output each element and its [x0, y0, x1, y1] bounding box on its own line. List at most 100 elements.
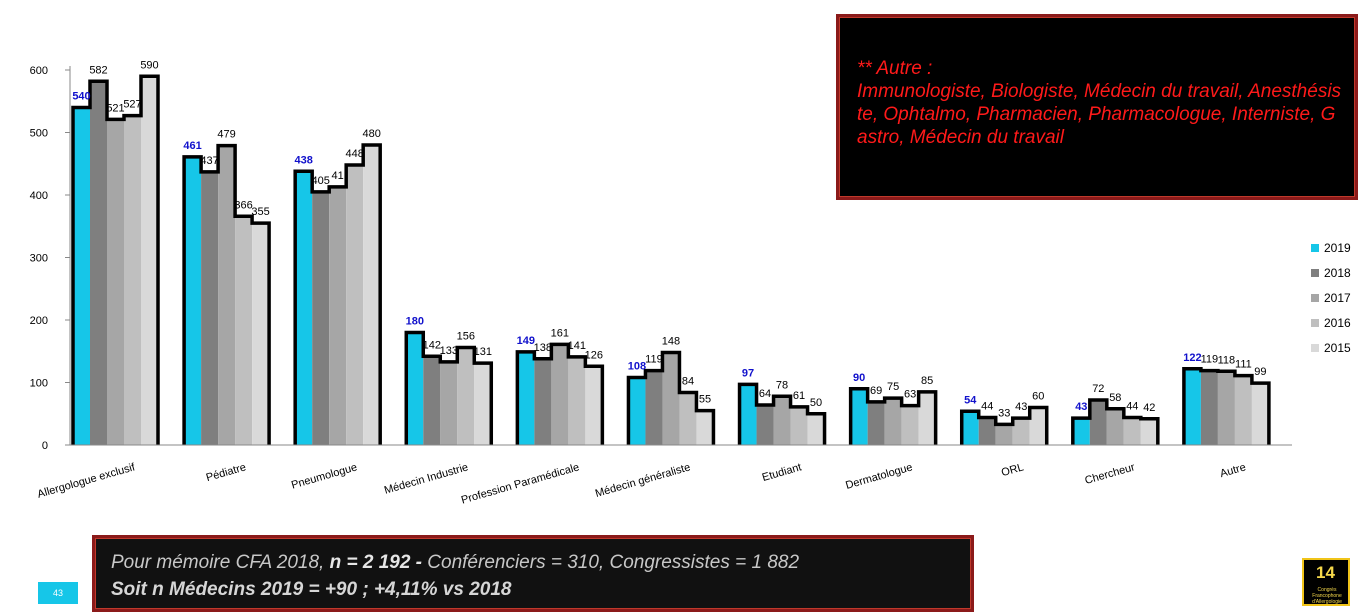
data-label: 437 [200, 155, 218, 167]
data-label: 58 [1109, 392, 1121, 404]
data-label: 156 [457, 331, 475, 343]
legend: 2019 2018 2017 2016 2015 [1311, 241, 1351, 355]
bar [90, 81, 107, 445]
data-label: 97 [742, 367, 754, 379]
x-tick-label: Médecin Industrie [383, 461, 470, 496]
data-label: 61 [793, 390, 805, 402]
bar-group-outline [737, 382, 827, 445]
data-label: 148 [662, 336, 680, 348]
bar [124, 115, 141, 445]
bar [568, 356, 586, 445]
bar [918, 391, 936, 445]
bar [1183, 368, 1201, 445]
data-label: 90 [853, 372, 865, 384]
bar [1106, 408, 1124, 445]
memo-box: Pour mémoire CFA 2018, n = 2 192 - Confé… [92, 535, 974, 612]
data-label: 161 [551, 327, 569, 339]
data-label: 41 [332, 170, 344, 182]
bar-group-outline [959, 405, 1049, 445]
logo-number: 14 [1316, 563, 1335, 582]
legend-swatch [1311, 319, 1319, 327]
bar-outlines [71, 74, 1271, 445]
data-label: 75 [887, 381, 899, 393]
bar [184, 156, 202, 445]
memo-line-1-a: Pour mémoire CFA 2018, [111, 552, 330, 573]
x-tick-label: ORL [1000, 461, 1025, 479]
bar [1123, 417, 1141, 445]
data-label: 366 [234, 199, 252, 211]
bar [1072, 418, 1090, 445]
x-tick-label: Allergologue exclusif [36, 461, 137, 501]
legend-label: 2015 [1324, 341, 1351, 355]
memo-line-1: Pour mémoire CFA 2018, n = 2 192 - Confé… [111, 552, 799, 574]
x-tick-label: Chercheur [1084, 461, 1137, 487]
autre-note-box: ** Autre : Immunologiste, Biologiste, Mé… [836, 14, 1358, 200]
legend-swatch [1311, 244, 1319, 252]
data-label: 405 [312, 175, 330, 187]
bar [901, 405, 919, 445]
bar [107, 119, 124, 445]
x-axis: Allergologue exclusif Pédiatre Pneumologue… [36, 444, 1292, 507]
logo-subtitle: Congrès Francophone d'Allergologie [1312, 587, 1342, 605]
bar [628, 377, 646, 445]
data-label: 138 [534, 342, 552, 354]
data-label: 480 [363, 128, 381, 140]
x-tick-label: Profession Paramédicale [460, 461, 581, 506]
x-tick-label: Médecin généraliste [594, 461, 692, 500]
bar-group-outline [1071, 398, 1160, 445]
data-label: 43 [1075, 401, 1087, 413]
bar [346, 165, 364, 445]
data-label: 84 [682, 376, 694, 388]
page-number: 43 [38, 582, 78, 604]
memo-line-1-c: Conférenciers = 310, Congressistes = 1 8… [427, 552, 800, 573]
bar [329, 186, 347, 445]
data-label: 78 [776, 379, 788, 391]
data-label: 69 [870, 385, 882, 397]
bar [1251, 383, 1269, 445]
data-label: 355 [251, 206, 269, 218]
bar [1012, 418, 1030, 445]
data-label: 590 [140, 59, 158, 71]
data-label: 63 [904, 389, 916, 401]
bar [406, 332, 424, 445]
data-label: 64 [759, 388, 771, 400]
data-label: 54 [964, 394, 977, 406]
x-tick-label: Etudiant [761, 461, 803, 484]
bar-group-outline [293, 143, 382, 445]
y-tick-label: 500 [30, 128, 48, 140]
bar [440, 361, 458, 445]
data-label: 85 [921, 375, 933, 387]
bar [235, 216, 253, 445]
bar [312, 191, 330, 445]
bar [773, 396, 791, 445]
data-label: 479 [217, 129, 235, 141]
bar [141, 76, 158, 445]
congress-logo: 14 Congrès Francophone d'Allergologie [1302, 558, 1350, 606]
bar [884, 398, 902, 445]
y-tick-label: 200 [30, 315, 48, 327]
bar [201, 171, 219, 445]
data-label: 118 [1218, 354, 1236, 366]
bar [457, 347, 475, 445]
data-label: 119 [645, 354, 663, 366]
bar-group-outline [404, 330, 494, 445]
data-label: 122 [1183, 352, 1201, 364]
bar [978, 417, 996, 445]
x-tick-label: Pédiatre [205, 461, 248, 484]
legend-label: 2019 [1324, 241, 1351, 255]
bar [1089, 400, 1107, 445]
bar [73, 107, 90, 445]
bar-group-outline [848, 387, 938, 445]
bar [645, 370, 663, 445]
y-tick-label: 600 [30, 65, 48, 77]
data-label: 133 [440, 345, 458, 357]
data-label: 149 [517, 335, 535, 347]
autre-note-text: ** Autre : Immunologiste, Biologiste, Mé… [857, 57, 1345, 149]
bar-group-outline [626, 350, 716, 445]
data-label: 142 [423, 339, 441, 351]
bar [534, 358, 552, 445]
data-label: 44 [1126, 401, 1138, 413]
autre-note-title: ** Autre : [857, 58, 933, 79]
